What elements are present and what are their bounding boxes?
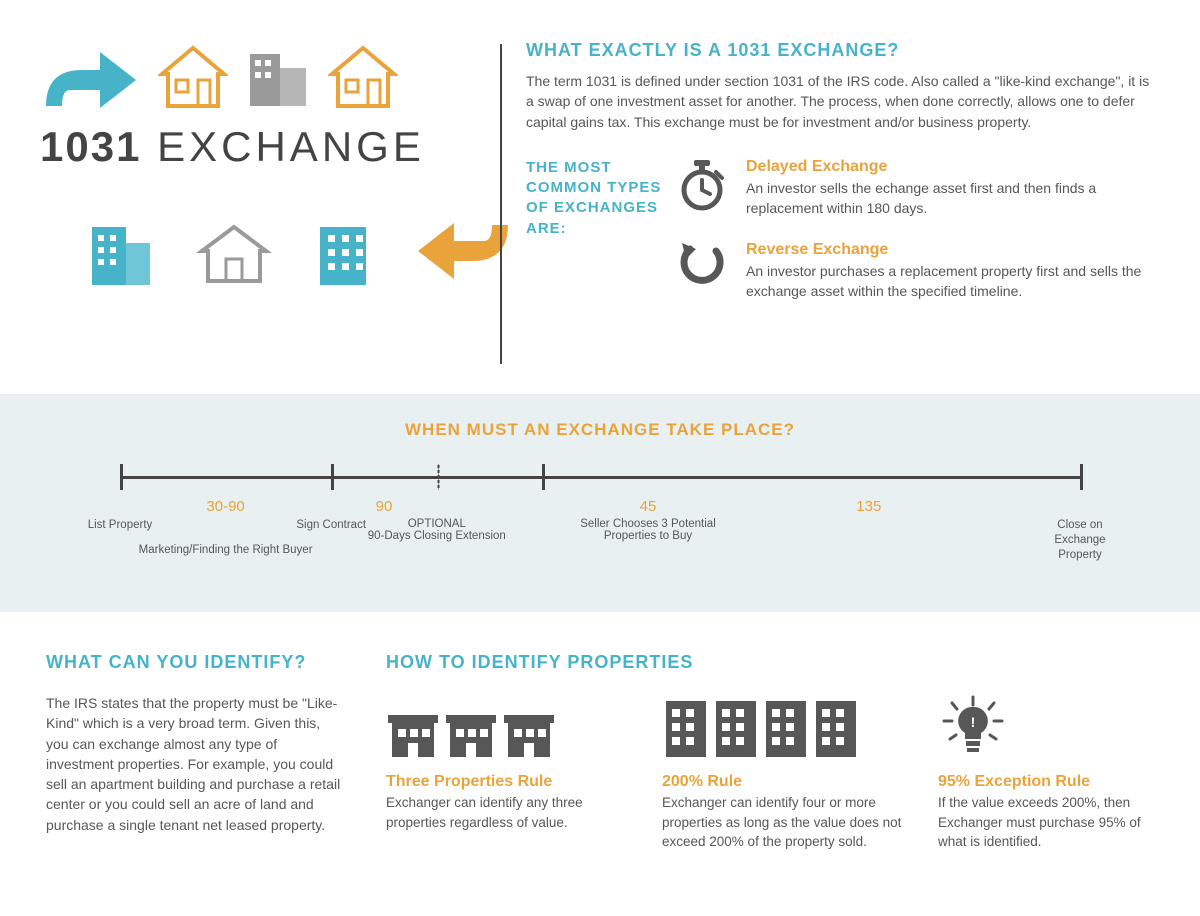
hero-row-top [40,40,470,115]
exchange-type-item: Delayed Exchange An investor sells the e… [676,158,1160,219]
what-is-body: The term 1031 is defined under section 1… [526,71,1160,132]
office-building-icon [86,221,156,296]
timeline-tick-label: Sign Contract [296,518,366,533]
rule-body: Exchanger can identify four or more prop… [662,793,902,852]
rule-95-exception: ! 95% Exception Rule If the value exceed… [938,697,1154,852]
exchange-types-items: Delayed Exchange An investor sells the e… [676,158,1160,324]
timeline-tick-label: List Property [88,518,153,533]
top-section: 1031 EXCHANGE WHAT EXACTLY IS A 1031 EXC… [0,0,1200,394]
house-icon [158,44,228,115]
timeline-tick-dotted [437,464,440,490]
timeline-segment-sublabel: Seller Chooses 3 Potential Properties to… [580,518,716,542]
page: 1031 EXCHANGE WHAT EXACTLY IS A 1031 EXC… [0,0,1200,902]
timeline-segment-value: 90 [376,498,393,515]
four-buildings-icon [662,697,902,761]
identify-heading: WHAT CAN YOU IDENTIFY? [46,652,346,673]
timeline: List PropertySign ContractClose on Excha… [120,462,1080,572]
timeline-segment-value: 45 [640,498,657,515]
how-column: HOW TO IDENTIFY PROPERTIES Three Propert… [386,652,1154,852]
top-right: WHAT EXACTLY IS A 1031 EXCHANGE? The ter… [526,40,1160,364]
bottom-section: WHAT CAN YOU IDENTIFY? The IRS states th… [0,612,1200,902]
hero-row-bottom [40,181,470,346]
timeline-tick-label: Close on Exchange Property [1054,518,1105,563]
exchange-types-label: THE MOST COMMON TYPES OF EXCHANGES ARE: [526,158,676,324]
exchange-type-body: An investor purchases a replacement prop… [746,261,1160,302]
clock-icon [676,158,728,219]
what-is-heading: WHAT EXACTLY IS A 1031 EXCHANGE? [526,40,1160,61]
office-building-icon [312,221,374,296]
timeline-tick [1080,464,1083,490]
house-outline-icon [196,221,272,292]
how-heading: HOW TO IDENTIFY PROPERTIES [386,652,1154,673]
hero-title: 1031 EXCHANGE [40,123,470,171]
identify-body: The IRS states that the property must be… [46,693,346,835]
house-icon [328,44,398,115]
timeline-heading: WHEN MUST AN EXCHANGE TAKE PLACE? [40,420,1160,440]
rules-row: Three Properties Rule Exchanger can iden… [386,697,1154,852]
exchange-types: THE MOST COMMON TYPES OF EXCHANGES ARE: … [526,158,1160,324]
exchange-type-text: Delayed Exchange An investor sells the e… [746,158,1160,219]
three-buildings-icon [386,697,626,761]
exchange-type-title: Delayed Exchange [746,158,1160,176]
timeline-band: WHEN MUST AN EXCHANGE TAKE PLACE? List P… [0,394,1200,612]
rule-title: Three Properties Rule [386,773,626,791]
rule-three-properties: Three Properties Rule Exchanger can iden… [386,697,626,852]
exchange-type-title: Reverse Exchange [746,241,1160,259]
rule-title: 200% Rule [662,773,902,791]
hero-graphic: 1031 EXCHANGE [40,40,500,364]
hero-title-light: EXCHANGE [157,123,425,170]
hero-title-bold: 1031 [40,123,141,170]
timeline-axis [120,476,1080,479]
reverse-arrow-icon [676,241,728,302]
timeline-segment-sublabel: Marketing/Finding the Right Buyer [139,544,313,556]
svg-text:!: ! [971,714,976,730]
rule-body: If the value exceeds 200%, then Exchange… [938,793,1154,852]
timeline-tick [331,464,334,490]
exchange-type-body: An investor sells the echange asset firs… [746,178,1160,219]
lightbulb-icon: ! [938,697,1154,761]
arrow-right-icon [40,40,140,115]
exchange-type-text: Reverse Exchange An investor purchases a… [746,241,1160,302]
exchange-type-item: Reverse Exchange An investor purchases a… [676,241,1160,302]
identify-column: WHAT CAN YOU IDENTIFY? The IRS states th… [46,652,346,852]
arrow-left-icon [414,221,514,296]
vertical-divider [500,44,502,364]
rule-body: Exchanger can identify any three propert… [386,793,626,832]
timeline-tick [542,464,545,490]
timeline-tick [120,464,123,490]
rule-title: 95% Exception Rule [938,773,1154,791]
commercial-building-icon [246,44,310,115]
timeline-segment-value: 135 [856,498,881,515]
timeline-segment-sublabel: OPTIONAL 90-Days Closing Extension [368,518,506,542]
timeline-segment-value: 30-90 [206,498,244,515]
rule-200-percent: 200% Rule Exchanger can identify four or… [662,697,902,852]
